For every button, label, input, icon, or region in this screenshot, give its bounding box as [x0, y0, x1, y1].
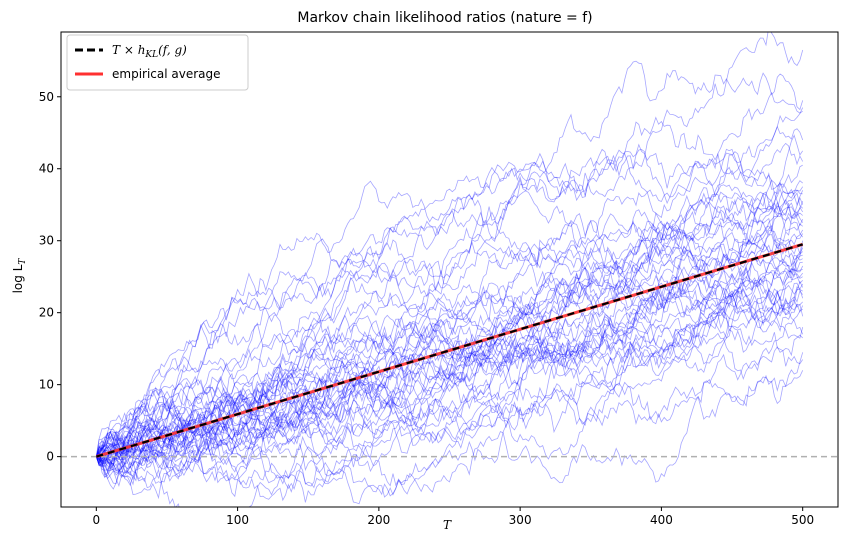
x-tick-label: 100	[226, 513, 249, 527]
legend-label-average: empirical average	[112, 67, 221, 81]
path-line	[96, 298, 804, 459]
legend: T × hKL(f, g) empirical average	[66, 34, 249, 91]
path-line	[96, 60, 804, 473]
y-axis-label-main: log L	[11, 264, 25, 293]
path-line	[95, 219, 803, 458]
y-axis-label-sub: T	[18, 258, 28, 265]
path-line	[96, 142, 804, 457]
path-line	[96, 180, 803, 482]
x-tick-label: 300	[509, 513, 532, 527]
path-line	[95, 261, 803, 477]
path-line	[95, 107, 804, 457]
path-line	[95, 202, 804, 457]
path-line	[95, 255, 803, 462]
x-tick-label: 500	[791, 513, 814, 527]
path-line	[96, 273, 803, 471]
path-line	[95, 196, 804, 465]
y-tick-label: 40	[39, 162, 54, 176]
legend-label-theory: T × hKL(f, g)	[112, 43, 187, 60]
theory-line	[96, 243, 803, 458]
path-line	[95, 352, 804, 503]
path-line	[95, 276, 804, 469]
path-line	[96, 220, 803, 467]
x-tick-label: 200	[367, 513, 390, 527]
path-line	[96, 308, 803, 484]
x-tick-label: 0	[92, 513, 100, 527]
plot-area	[61, 32, 838, 507]
path-line	[95, 210, 804, 507]
chart-title: Markov chain likelihood ratios (nature =…	[297, 10, 592, 26]
path-line	[95, 260, 803, 461]
y-tick-label: 50	[39, 90, 54, 104]
path-line	[95, 225, 804, 469]
path-line	[95, 287, 804, 505]
path-line	[96, 187, 803, 484]
path-line	[95, 160, 803, 467]
path-line	[95, 228, 804, 457]
legend-box	[66, 34, 249, 91]
path-line	[95, 239, 804, 467]
path-line	[96, 193, 804, 500]
path-line	[95, 216, 804, 464]
path-line	[95, 125, 804, 490]
path-line	[95, 251, 803, 486]
y-axis-ticks: 0 10 20 30 40 50	[39, 90, 61, 464]
path-line	[95, 280, 804, 457]
y-axis-label: log LT	[11, 258, 28, 294]
simulated-paths	[95, 32, 804, 507]
x-axis-label: T	[443, 518, 452, 532]
path-line	[96, 277, 803, 458]
y-tick-label: 20	[39, 306, 54, 320]
svg-text:log LT: log LT	[11, 258, 28, 294]
path-line	[96, 91, 803, 464]
path-line	[95, 293, 804, 466]
x-axis-ticks: 0 100 200 300 400 500	[92, 507, 814, 527]
path-line	[95, 162, 803, 502]
path-line	[95, 148, 804, 476]
path-line	[95, 311, 803, 472]
path-line	[95, 211, 804, 457]
path-line	[96, 370, 804, 490]
path-line	[95, 206, 803, 471]
mean-lines-layer	[95, 242, 804, 459]
path-line	[95, 243, 804, 466]
path-line	[95, 188, 804, 466]
path-line	[95, 32, 804, 459]
path-line	[96, 206, 804, 478]
y-tick-label: 30	[39, 234, 54, 248]
path-line	[95, 225, 804, 484]
path-line	[95, 245, 803, 464]
y-tick-label: 10	[39, 378, 54, 392]
axes-frame	[60, 31, 839, 508]
y-tick-label: 0	[46, 450, 54, 464]
x-tick-label: 400	[650, 513, 673, 527]
path-line	[95, 164, 803, 481]
path-line	[95, 282, 804, 458]
path-line	[95, 287, 804, 473]
